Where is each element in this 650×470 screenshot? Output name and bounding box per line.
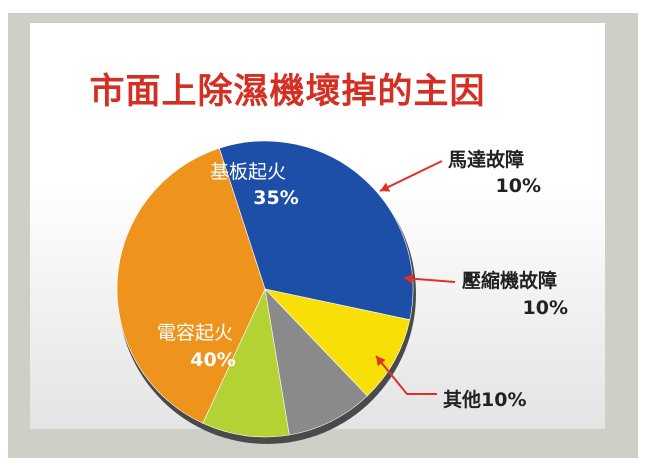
slice-name-4: 電容起火 (157, 322, 233, 344)
callout-arrowhead-1 (380, 182, 391, 192)
pie-slice-2 (264, 288, 368, 436)
slice-name-2: 壓縮機故障 (462, 269, 557, 292)
slice-value-4: 40% (190, 349, 235, 371)
callout-line-1 (379, 160, 443, 192)
chart-title: 市面上除濕機壞掉的主因 (89, 72, 486, 112)
slice-name-3: 其他 (443, 388, 481, 411)
slice-value-2: 10% (523, 297, 568, 319)
slice-name-0: 基板起火 (210, 161, 286, 183)
slice-value-0: 35% (253, 187, 298, 209)
callout-arrowhead-3 (376, 356, 386, 367)
callout-arrowhead-2 (404, 273, 414, 284)
pie-slice-1 (264, 288, 411, 397)
slice-value-1: 10% (496, 175, 541, 197)
callout-line-3 (375, 355, 437, 395)
pie-slice-0 (218, 140, 414, 321)
slice-name-1: 馬達故障 (448, 148, 524, 171)
pie-slice-3 (202, 287, 290, 438)
slice-label-3: 其他10% (443, 388, 527, 411)
slice-value-3: 10% (481, 389, 526, 411)
pie-slice-4 (116, 147, 266, 424)
